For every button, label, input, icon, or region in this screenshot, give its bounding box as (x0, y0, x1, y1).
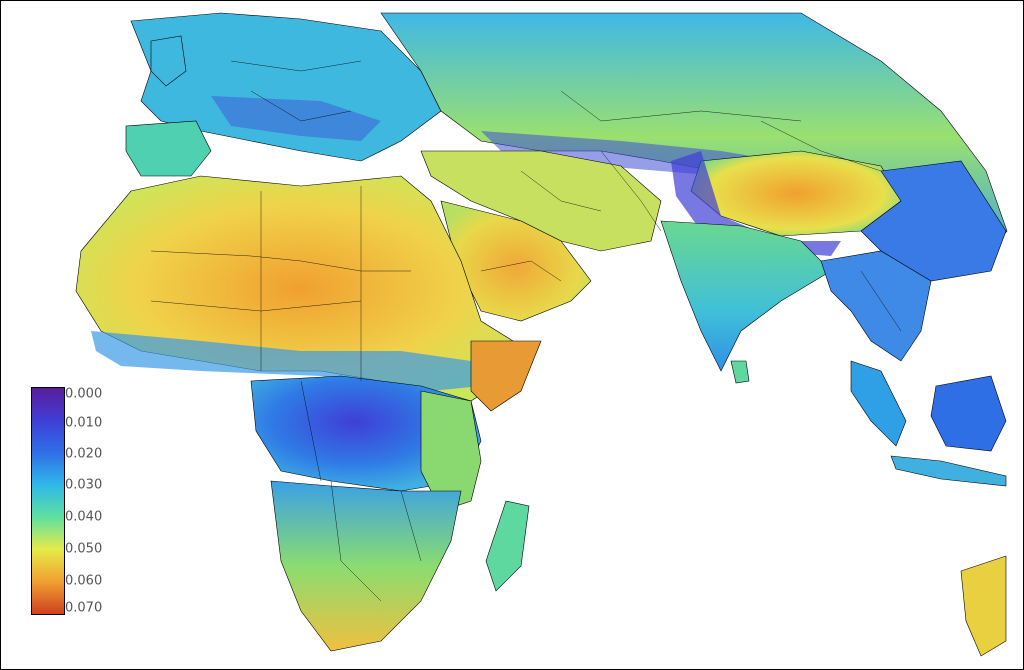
region-iberia (125, 120, 212, 177)
region-madagascar (485, 500, 530, 592)
colorbar-tick-5: 0.050 (65, 541, 103, 557)
region-southern-africa (270, 480, 462, 652)
region-sri-lanka (730, 360, 750, 384)
region-india (660, 220, 832, 372)
region-east-africa (420, 390, 482, 512)
colorbar-gradient (32, 388, 64, 614)
colorbar-tick-1: 0.010 (65, 415, 103, 431)
colorbar-tick-0: 0.000 (65, 386, 103, 402)
colorbar-tick-7: 0.070 (65, 600, 103, 616)
colorbar-tick-2: 0.020 (65, 446, 103, 462)
colorbar-tick-4: 0.040 (65, 509, 103, 525)
country-borders (150, 60, 902, 602)
colorbar-tick-3: 0.030 (65, 477, 103, 493)
region-sumatra-java (890, 455, 1007, 487)
colorbar-tick-6: 0.060 (65, 573, 103, 589)
region-middle-east (420, 150, 662, 252)
region-borneo (930, 375, 1007, 452)
region-australia-tip (960, 555, 1007, 657)
region-malay (850, 360, 907, 447)
colorbar (31, 387, 65, 615)
region-europe-band (211, 96, 381, 141)
region-southeast-asia (820, 250, 932, 362)
region-horn (470, 340, 542, 412)
region-uk (150, 35, 187, 87)
region-sahel-band (91, 331, 481, 391)
